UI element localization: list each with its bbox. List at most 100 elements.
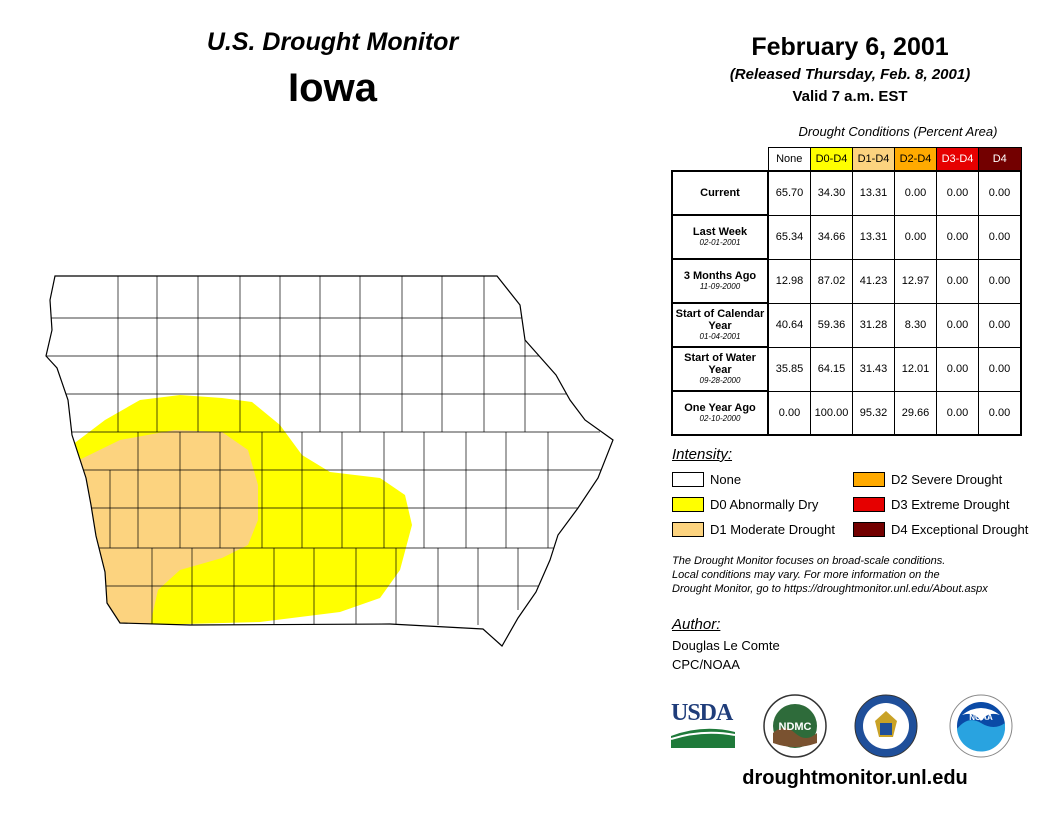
row-label-text: 3 Months Ago: [683, 270, 757, 283]
author-name: Douglas Le Comte: [672, 638, 780, 653]
col-header-d2-d4: D2-D4: [894, 147, 937, 172]
legend-right-column: D2 Severe Drought D3 Extreme Drought D4 …: [853, 470, 1028, 538]
cell-value: 0.00: [894, 170, 937, 216]
cell-value: 0.00: [936, 214, 979, 260]
table-row: Start of Calendar Year 01-04-2001 40.64 5…: [671, 302, 1022, 348]
legend-swatch: [672, 471, 704, 487]
cell-value: 35.85: [767, 346, 811, 392]
col-header-d3-d4: D3-D4: [936, 147, 979, 172]
row-label-text: Current: [700, 186, 740, 199]
usda-logo-text: USDA: [671, 700, 733, 726]
legend-item-none: None: [672, 470, 835, 488]
legend-label: D1 Moderate Drought: [710, 521, 836, 537]
product-title: U.S. Drought Monitor: [206, 28, 459, 56]
conditions-caption: Drought Conditions (Percent Area): [798, 124, 998, 139]
col-header-none: None: [767, 147, 811, 172]
row-label-text: Last Week: [692, 226, 748, 239]
note-line: Drought Monitor, go to https://droughtmo…: [672, 583, 988, 595]
row-label-text: Start of Calendar Year: [675, 308, 765, 333]
cell-value: 12.97: [894, 258, 937, 304]
note-line: The Drought Monitor focuses on broad-sca…: [672, 555, 946, 567]
noaa-logo: NOAA: [949, 694, 1013, 758]
cell-value: 100.00: [810, 390, 853, 436]
legend-swatch: [853, 471, 885, 487]
row-label-date: 02-01-2001: [699, 238, 741, 248]
table-row: One Year Ago 02-10-2000 0.00 100.00 95.32…: [671, 390, 1022, 436]
row-label-date: 09-28-2000: [699, 376, 741, 386]
state-title: Iowa: [288, 66, 377, 110]
cell-value: 0.00: [936, 346, 979, 392]
cell-value: 0.00: [978, 258, 1022, 304]
row-label-date: 02-10-2000: [699, 414, 741, 424]
legend-label: D3 Extreme Drought: [891, 496, 1010, 512]
map-date: February 6, 2001: [751, 33, 949, 61]
table-row: Current 65.70 34.30 13.31 0.00 0.00 0.00: [671, 170, 1022, 216]
cell-value: 12.98: [767, 258, 811, 304]
col-header-d0-d4: D0-D4: [810, 147, 853, 172]
cell-value: 65.70: [767, 170, 811, 216]
cell-value: 0.00: [978, 214, 1022, 260]
cell-value: 31.43: [852, 346, 895, 392]
cell-value: 34.66: [810, 214, 853, 260]
cell-value: 59.36: [810, 302, 853, 348]
cell-value: 95.32: [852, 390, 895, 436]
info-note: The Drought Monitor focuses on broad-sca…: [672, 554, 1052, 596]
cell-value: 34.30: [810, 170, 853, 216]
legend-swatch: [853, 496, 885, 512]
row-label-text: Start of Water Year: [684, 352, 756, 377]
usda-logo: USDA: [670, 700, 737, 750]
state-outline: [45, 275, 614, 647]
usda-logo-wave: [670, 728, 736, 748]
row-label-text: One Year Ago: [684, 402, 756, 415]
cell-value: 0.00: [936, 302, 979, 348]
legend-swatch: [853, 521, 885, 537]
col-header-d1-d4: D1-D4: [852, 147, 895, 172]
release-date: (Released Thursday, Feb. 8, 2001): [729, 66, 971, 83]
footer-url[interactable]: droughtmonitor.unl.edu: [742, 767, 968, 789]
legend-swatch: [672, 496, 704, 512]
cell-value: 0.00: [978, 302, 1022, 348]
legend-item-d3: D3 Extreme Drought: [853, 495, 1028, 513]
row-label: 3 Months Ago 11-09-2000: [671, 258, 769, 304]
legend-label: D2 Severe Drought: [891, 471, 1003, 487]
note-line: Local conditions may vary. For more info…: [672, 569, 940, 581]
col-header-d4: D4: [978, 147, 1022, 172]
legend-label: D0 Abnormally Dry: [710, 496, 819, 512]
cell-value: 29.66: [894, 390, 937, 436]
legend-item-d1: D1 Moderate Drought: [672, 520, 835, 538]
ndmc-logo: NDMC: [763, 694, 827, 758]
cell-value: 40.64: [767, 302, 811, 348]
table-row: Start of Water Year 09-28-2000 35.85 64.1…: [671, 346, 1022, 392]
legend-label: None: [710, 471, 742, 487]
cell-value: 0.00: [767, 390, 811, 436]
author-org: CPC/NOAA: [672, 657, 740, 672]
legend-item-d2: D2 Severe Drought: [853, 470, 1028, 488]
cell-value: 0.00: [978, 390, 1022, 436]
cell-value: 0.00: [936, 170, 979, 216]
row-label: Start of Water Year 09-28-2000: [671, 346, 769, 392]
cell-value: 0.00: [978, 170, 1022, 216]
table-row: Last Week 02-01-2001 65.34 34.66 13.31 0.…: [671, 214, 1022, 260]
valid-time: Valid 7 a.m. EST: [792, 88, 908, 105]
row-label-date: 01-04-2001: [699, 332, 741, 342]
legend-item-d4: D4 Exceptional Drought: [853, 520, 1028, 538]
legend-item-d0: D0 Abnormally Dry: [672, 495, 835, 513]
commerce-logo: [854, 694, 918, 758]
county-lines: [46, 276, 610, 625]
iowa-map: [45, 275, 614, 647]
ndmc-logo-text: NDMC: [779, 721, 812, 733]
legend-swatch: [672, 521, 704, 537]
conditions-table: None D0-D4 D1-D4 D2-D4 D3-D4 D4 Current …: [671, 147, 1022, 436]
cell-value: 31.28: [852, 302, 895, 348]
cell-value: 87.02: [810, 258, 853, 304]
row-label: Current: [671, 170, 769, 216]
table-corner: [672, 148, 768, 172]
cell-value: 12.01: [894, 346, 937, 392]
noaa-logo-text: NOAA: [969, 713, 993, 722]
cell-value: 0.00: [894, 214, 937, 260]
legend-left-column: None D0 Abnormally Dry D1 Moderate Droug…: [672, 470, 835, 538]
cell-value: 0.00: [978, 346, 1022, 392]
row-label: Start of Calendar Year 01-04-2001: [671, 302, 769, 348]
cell-value: 65.34: [767, 214, 811, 260]
d1-area: [60, 430, 258, 625]
